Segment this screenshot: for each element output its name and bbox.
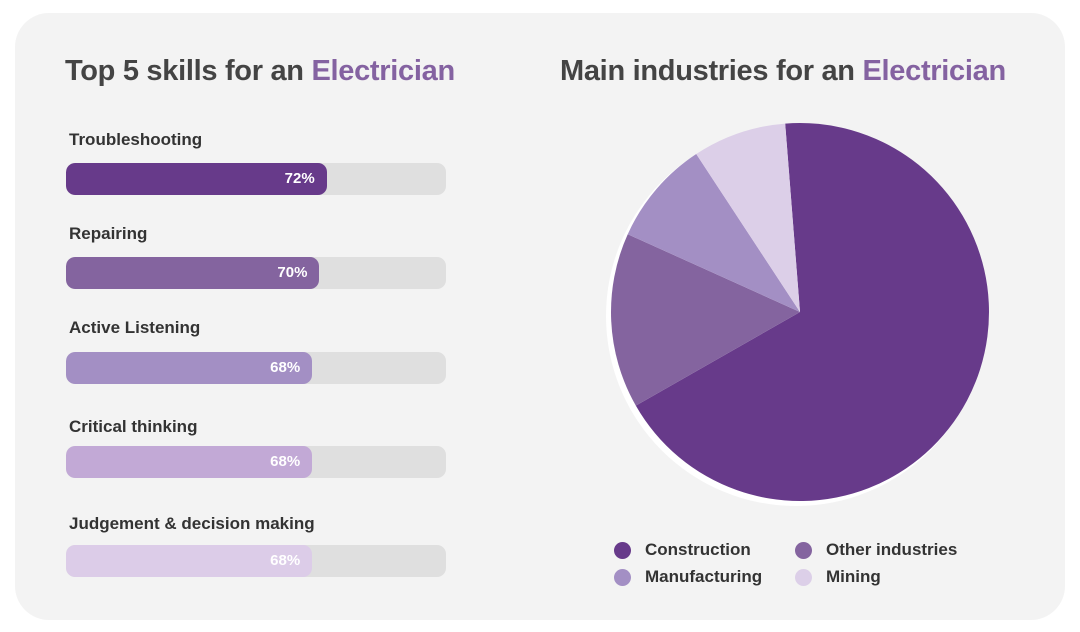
pie-slice-construction — [635, 123, 989, 501]
skills-title-prefix: Top 5 skills for an — [65, 55, 312, 87]
legend-dot — [795, 541, 812, 559]
skill-bar-fill: 68% — [66, 352, 313, 384]
industries-pie-chart — [606, 123, 989, 506]
skill-percent: 72% — [284, 170, 315, 187]
legend-item-manufacturing: Manufacturing — [614, 567, 762, 587]
skill-label: Critical thinking — [69, 417, 198, 436]
industries-title: Main industries for an Electrician — [560, 55, 1006, 88]
skill-percent: 70% — [277, 264, 308, 281]
skill-percent: 68% — [270, 359, 301, 376]
skill-bar-fill: 70% — [66, 257, 320, 289]
industries-title-accent: Electrician — [862, 55, 1006, 87]
legend-item-construction: Construction — [614, 540, 751, 560]
legend-label: Construction — [645, 540, 751, 559]
legend-label: Manufacturing — [645, 567, 763, 586]
skill-bar-fill: 72% — [66, 163, 327, 195]
pie-slice-mining — [696, 123, 800, 312]
skill-bar-track: 72% — [66, 163, 446, 195]
skill-percent: 68% — [270, 552, 301, 569]
skill-percent: 68% — [270, 453, 301, 470]
legend-item-mining: Mining — [795, 567, 881, 587]
industries-title-prefix: Main industries for an — [560, 55, 863, 87]
legend-label: Mining — [826, 567, 881, 586]
skill-label: Troubleshooting — [69, 130, 203, 149]
legend-dot — [795, 568, 812, 586]
pie-slice-other-industries — [611, 234, 800, 406]
legend-item-other-industries: Other industries — [795, 540, 957, 560]
skill-bar-fill: 68% — [66, 446, 313, 478]
skill-bar-fill: 68% — [66, 545, 313, 577]
pie-slice-manufacturing — [627, 154, 800, 312]
skills-title: Top 5 skills for an Electrician — [65, 55, 455, 88]
skill-bar-track: 68% — [66, 352, 446, 384]
legend-dot — [614, 568, 631, 586]
legend-dot — [614, 541, 631, 559]
skill-bar-track: 70% — [66, 257, 446, 289]
skills-title-accent: Electrician — [311, 55, 455, 87]
legend-label: Other industries — [826, 540, 958, 559]
skill-label: Judgement & decision making — [69, 514, 315, 533]
skill-label: Repairing — [69, 224, 148, 243]
skill-label: Active Listening — [69, 318, 201, 337]
skill-bar-track: 68% — [66, 446, 446, 478]
skill-bar-track: 68% — [66, 545, 446, 577]
